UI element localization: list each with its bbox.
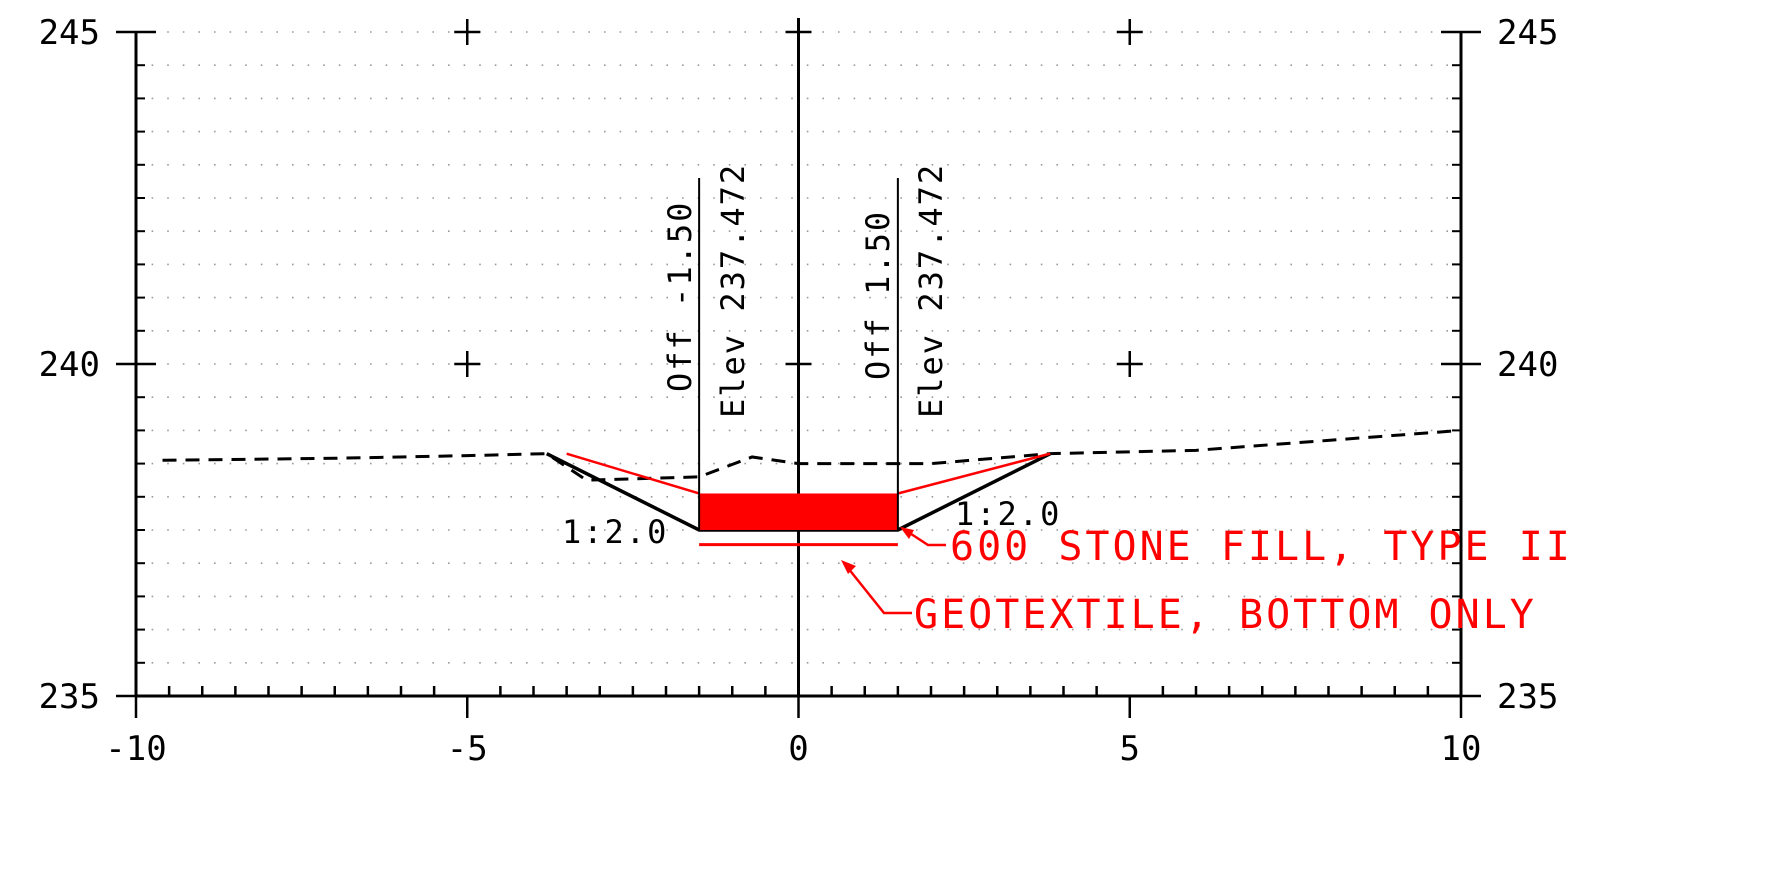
x-tick-label: 5	[1120, 729, 1140, 769]
axis-ticks	[116, 30, 1481, 718]
y-tick-label-left: 235	[39, 677, 100, 717]
y-tick-label-right: 235	[1497, 677, 1558, 717]
y-tick-label-right: 245	[1497, 13, 1558, 53]
x-tick-label: 10	[1441, 729, 1482, 769]
geotextile-leader	[843, 562, 912, 615]
geotextile-arrowhead	[841, 560, 856, 574]
elev-label-left: Elev 237.472	[714, 163, 752, 418]
ditch-red-right-line	[897, 452, 1051, 495]
x-tick-label: -10	[105, 729, 166, 769]
stone-fill-block	[699, 493, 898, 530]
y-axis-labels: 235 235 240 240 245 245	[39, 13, 1559, 717]
x-tick-label: 0	[788, 729, 808, 769]
ditch-red-left-line	[566, 452, 700, 495]
existing-ground-line	[162, 428, 1462, 482]
x-tick-label: -5	[447, 729, 488, 769]
y-tick-label-right: 240	[1497, 345, 1558, 385]
offset-label-left: Off -1.50	[661, 201, 699, 392]
slope-label-left: 1:2.0	[562, 513, 668, 551]
slope-label-right: 1:2.0	[955, 495, 1061, 533]
offset-label-right: Off 1.50	[859, 210, 897, 380]
y-tick-label-left: 245	[39, 13, 100, 53]
y-tick-label-left: 240	[39, 345, 100, 385]
x-axis-labels: -10 -5 0 5 10	[105, 729, 1481, 769]
elev-label-right: Elev 237.472	[912, 163, 950, 418]
geotextile-callout: GEOTEXTILE, BOTTOM ONLY	[914, 592, 1537, 638]
stone-fill-callout: 600 STONE FILL, TYPE II	[950, 524, 1573, 570]
stone-fill-arrowhead	[900, 527, 914, 539]
